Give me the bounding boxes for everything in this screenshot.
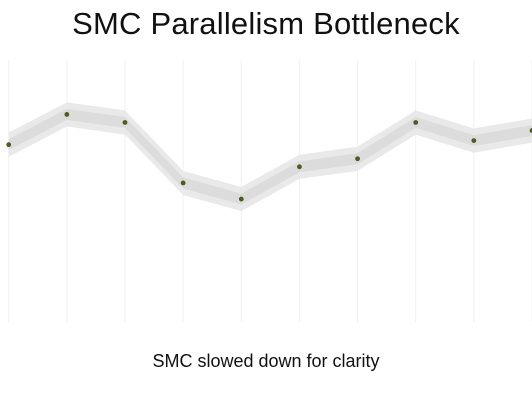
data-point-3 xyxy=(180,180,186,186)
data-point-8 xyxy=(471,138,477,144)
data-point-9 xyxy=(529,128,532,133)
data-point-2 xyxy=(122,120,128,125)
band-core xyxy=(8,108,532,205)
data-point-5 xyxy=(297,164,302,170)
data-point-6 xyxy=(355,156,360,162)
data-point-7 xyxy=(413,120,419,125)
data-point-0 xyxy=(6,142,12,148)
data-points xyxy=(6,112,532,202)
slide-title: SMC Parallelism Bottleneck xyxy=(72,6,460,41)
data-point-1 xyxy=(64,112,70,117)
uncertainty-bands xyxy=(8,102,532,212)
data-point-4 xyxy=(238,196,244,202)
slide-caption: SMC slowed down for clarity xyxy=(152,351,380,371)
line-chart xyxy=(6,60,532,322)
